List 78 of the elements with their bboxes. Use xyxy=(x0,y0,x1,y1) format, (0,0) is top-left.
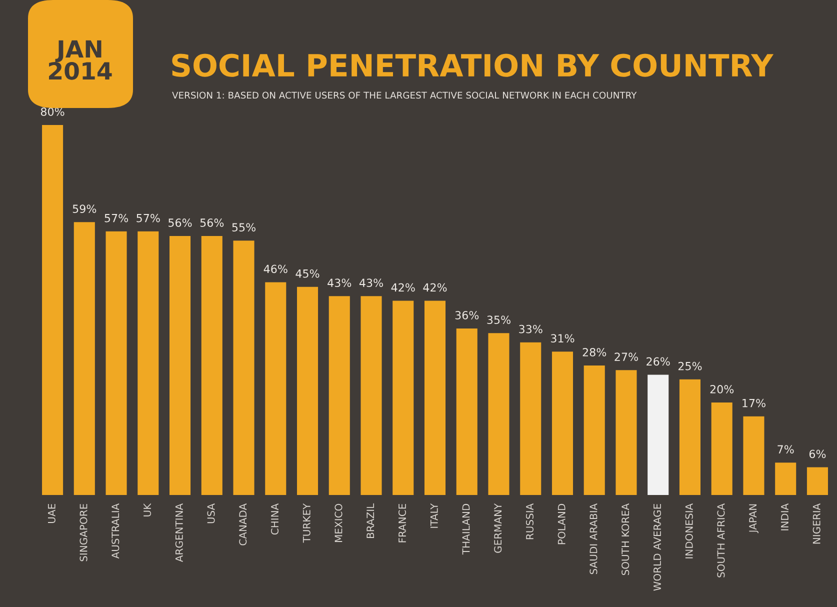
x-tick-label: POLAND xyxy=(558,504,566,544)
x-tick-label: AUSTRALIA xyxy=(112,503,120,559)
bar xyxy=(806,467,828,495)
bar xyxy=(520,342,542,495)
data-label: 7% xyxy=(778,445,794,454)
data-label: 27% xyxy=(614,352,638,362)
x-tick-label: WORLD AVERAGE xyxy=(653,504,662,591)
bar xyxy=(488,333,510,495)
bar xyxy=(170,236,191,495)
bar xyxy=(138,231,159,495)
data-label: 45% xyxy=(296,269,320,278)
x-tick-label: GERMANY xyxy=(494,503,502,553)
x-tick-label: UK xyxy=(144,503,152,516)
bar xyxy=(743,416,764,495)
bar xyxy=(616,370,637,495)
x-tick-label: RUSSIA xyxy=(526,503,534,540)
data-label: 33% xyxy=(519,324,542,334)
data-label: 31% xyxy=(550,334,574,343)
text: JAN 2014 xyxy=(49,40,112,80)
bar xyxy=(456,328,478,495)
data-label: 46% xyxy=(264,264,288,274)
data-label: 43% xyxy=(359,278,383,288)
x-tick-label: THAILAND xyxy=(462,504,470,555)
bar xyxy=(296,286,318,495)
x-tick-label: CHINA xyxy=(270,503,279,535)
bar xyxy=(106,231,127,495)
x-tick-label: UAE xyxy=(48,504,56,523)
x-tick-label: INDIA xyxy=(781,503,788,530)
bar xyxy=(360,296,382,495)
x-tick-label: JAPAN xyxy=(749,504,758,534)
x-tick-label: BRAZIL xyxy=(366,503,374,538)
x-tick-label: SOUTH KOREA xyxy=(622,503,630,576)
x-tick-label: ITALY xyxy=(430,503,438,528)
data-label: 80% xyxy=(40,108,64,116)
x-tick-label: SAUDI ARABIA xyxy=(590,503,598,574)
x-tick-label: SINGAPORE xyxy=(80,504,88,562)
x-tick-label: TURKEY xyxy=(302,503,310,543)
data-label: 36% xyxy=(455,311,479,320)
bar xyxy=(328,296,350,495)
x-tick-label: CANADA xyxy=(239,503,247,546)
data-label: 55% xyxy=(232,223,256,232)
x-tick-label: USA xyxy=(207,503,215,524)
data-label: 43% xyxy=(328,278,352,288)
bar xyxy=(201,236,222,495)
bar xyxy=(42,125,64,495)
bar xyxy=(552,352,574,495)
chart-title: SOCIAL PENETRATION BY COUNTRY xyxy=(172,54,774,77)
x-tick-label: INDONESIA xyxy=(685,503,693,558)
data-label: 42% xyxy=(423,283,447,292)
data-label: 56% xyxy=(200,218,224,227)
data-label: 26% xyxy=(646,357,670,366)
bar xyxy=(584,366,605,495)
bar xyxy=(775,462,796,495)
bar xyxy=(233,240,254,495)
data-label: 59% xyxy=(72,204,96,214)
data-label: 20% xyxy=(710,385,734,394)
x-tick-label: MEXICO xyxy=(334,504,342,542)
bar xyxy=(392,300,414,495)
data-label: 57% xyxy=(136,214,160,222)
data-label: 57% xyxy=(104,214,128,222)
bar xyxy=(74,222,95,495)
data-label: 25% xyxy=(678,362,702,370)
bar xyxy=(265,282,286,495)
data-label: 35% xyxy=(487,316,510,324)
chart-subtitle: VERSION 1: BASED ON ACTIVE USERS OF THE LARGEST ACTIVE SOCIAL NETWORK IN EACH COUNTRY xyxy=(172,92,637,99)
data-label: 17% xyxy=(742,398,766,408)
bar xyxy=(424,300,446,495)
data-label: 28% xyxy=(582,348,606,356)
bar xyxy=(648,374,669,495)
x-tick-label: ARGENTINA xyxy=(175,503,183,562)
data-label: 6% xyxy=(809,450,826,458)
x-tick-label: SOUTH AFRICA xyxy=(717,503,725,578)
x-tick-label: NIGERIA xyxy=(812,503,820,544)
x-tick-label: FRANCE xyxy=(398,504,406,542)
bar xyxy=(679,379,700,495)
bar xyxy=(711,402,732,495)
data-label: 56% xyxy=(168,218,192,227)
data-label: 42% xyxy=(391,283,415,292)
